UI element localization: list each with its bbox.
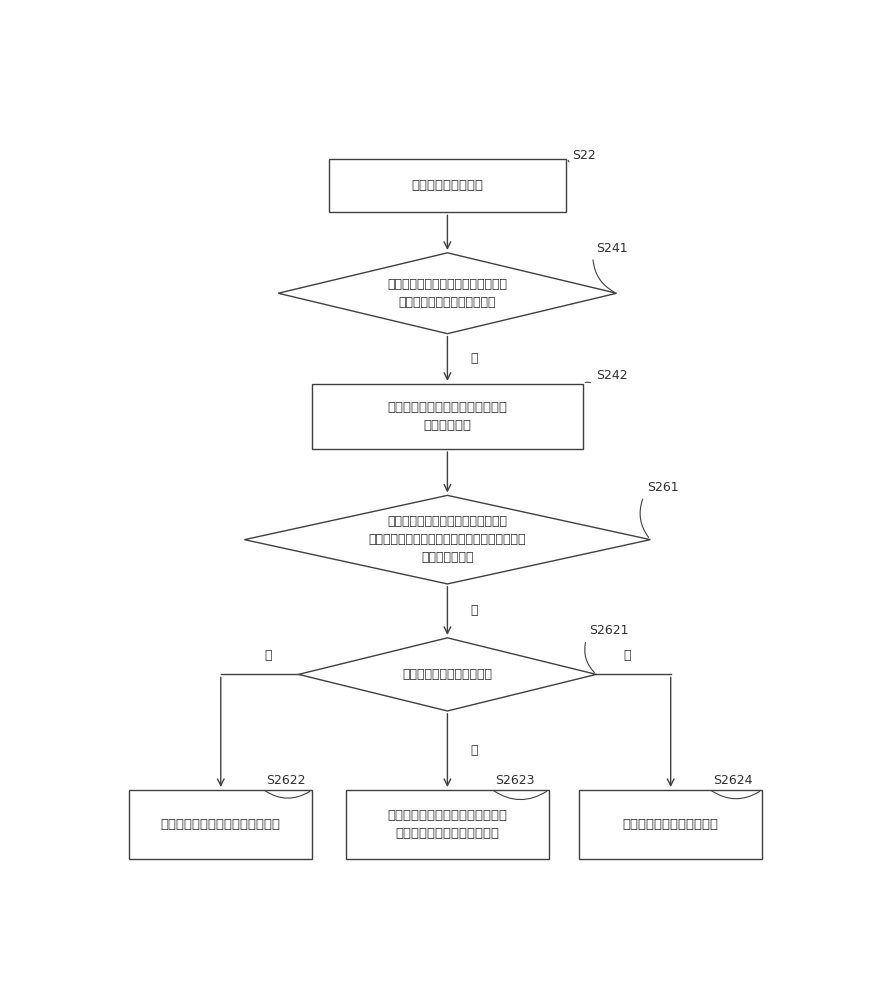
- Text: 第一区块高度、跨链类区块打包参数
是否满足第二区块打包规则？: 第一区块高度、跨链类区块打包参数 是否满足第二区块打包规则？: [388, 278, 507, 309]
- Text: S2624: S2624: [712, 774, 753, 787]
- Bar: [346, 790, 549, 859]
- Text: 根据第一区块生成第一平行链区块: 根据第一区块生成第一平行链区块: [161, 818, 281, 831]
- Bar: [580, 790, 762, 859]
- Text: 是: 是: [471, 604, 478, 617]
- Text: 缓存有跨链类平行链交易？: 缓存有跨链类平行链交易？: [402, 668, 492, 681]
- Text: 第一区块高度与当前平行链的第三非
跨链类区块打包参数是否满足当前平行链的第三
区块打包规则？: 第一区块高度与当前平行链的第三非 跨链类区块打包参数是否满足当前平行链的第三 区…: [368, 515, 526, 564]
- Text: S2621: S2621: [589, 624, 629, 637]
- Bar: [129, 790, 313, 859]
- Text: S241: S241: [596, 242, 628, 255]
- Text: S2623: S2623: [495, 774, 534, 787]
- Bar: [329, 158, 566, 212]
- Bar: [313, 384, 583, 449]
- Text: 否: 否: [623, 649, 630, 662]
- Text: 获取主链的第一区块: 获取主链的第一区块: [411, 179, 484, 192]
- Text: S2622: S2622: [266, 774, 306, 787]
- Text: 否: 否: [265, 649, 272, 662]
- Text: S22: S22: [573, 149, 596, 162]
- Polygon shape: [244, 495, 650, 584]
- Text: 是: 是: [471, 352, 478, 365]
- Text: S261: S261: [647, 481, 678, 494]
- Text: 是: 是: [471, 744, 478, 757]
- Text: S242: S242: [596, 369, 628, 382]
- Text: 缓存第一区块中当前平行链的跨链
类平行链交易: 缓存第一区块中当前平行链的跨链 类平行链交易: [388, 401, 507, 432]
- Text: 根据各缓存的跨链类平行链交易、
第一区块生成第一平行链区块: 根据各缓存的跨链类平行链交易、 第一区块生成第一平行链区块: [388, 809, 507, 840]
- Polygon shape: [278, 253, 616, 334]
- Polygon shape: [299, 638, 596, 711]
- Text: 同步第一区块的第一区块头: 同步第一区块的第一区块头: [622, 818, 718, 831]
